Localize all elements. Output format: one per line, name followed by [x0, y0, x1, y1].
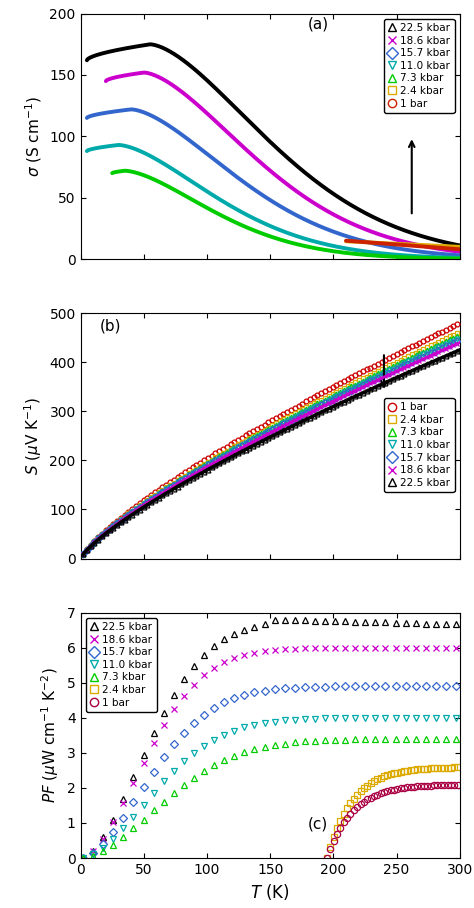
Legend: 22.5 kbar, 18.6 kbar, 15.7 kbar, 11.0 kbar, 7.3 kbar, 2.4 kbar, 1 bar: 22.5 kbar, 18.6 kbar, 15.7 kbar, 11.0 kb… [384, 19, 455, 113]
Legend: 22.5 kbar, 18.6 kbar, 15.7 kbar, 11.0 kbar, 7.3 kbar, 2.4 kbar, 1 bar: 22.5 kbar, 18.6 kbar, 15.7 kbar, 11.0 kb… [86, 617, 156, 712]
Legend: 1 bar, 2.4 kbar, 7.3 kbar, 11.0 kbar, 15.7 kbar, 18.6 kbar, 22.5 kbar: 1 bar, 2.4 kbar, 7.3 kbar, 11.0 kbar, 15… [384, 398, 455, 492]
X-axis label: $T$ (K): $T$ (K) [250, 883, 290, 903]
Y-axis label: $S$ ($\mu$V K$^{-1}$): $S$ ($\mu$V K$^{-1}$) [22, 397, 44, 475]
Y-axis label: $PF$ ($\mu$W cm$^{-1}$ K$^{-2}$): $PF$ ($\mu$W cm$^{-1}$ K$^{-2}$) [40, 667, 61, 804]
Text: (b): (b) [100, 319, 121, 333]
Text: (a): (a) [308, 16, 329, 32]
Text: (c): (c) [308, 816, 328, 832]
Y-axis label: $\sigma$ (S cm$^{-1}$): $\sigma$ (S cm$^{-1}$) [23, 95, 44, 177]
